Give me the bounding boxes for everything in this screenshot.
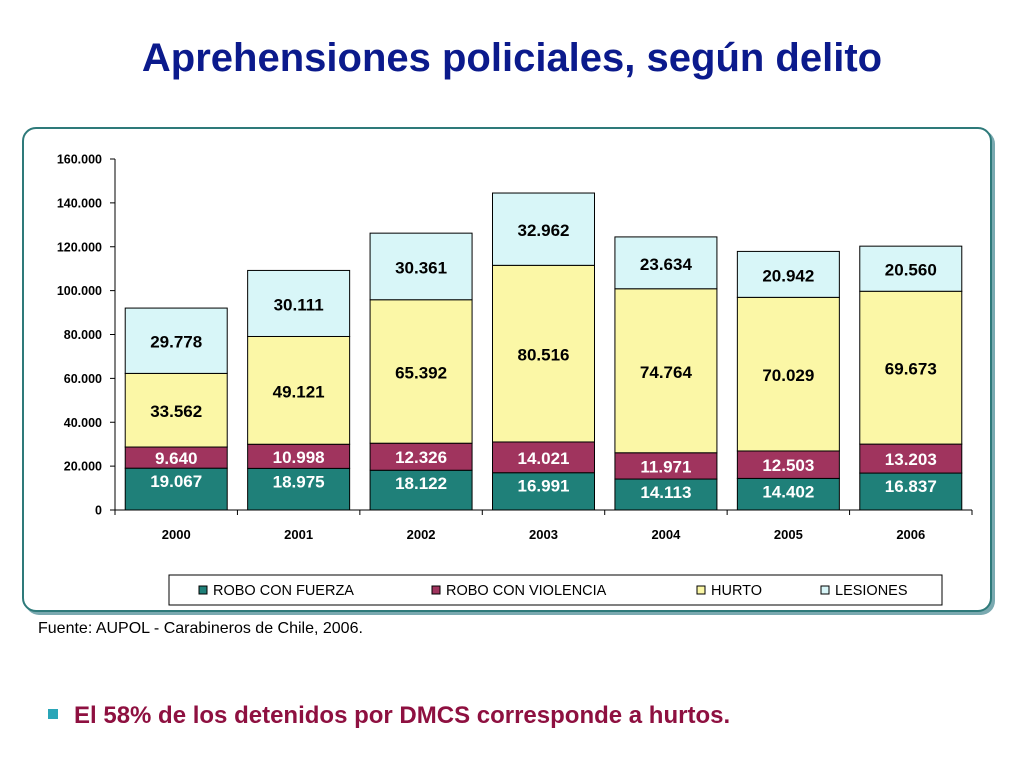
data-label: 70.029 <box>762 366 814 385</box>
data-label: 65.392 <box>395 363 447 382</box>
x-tick-label: 2004 <box>651 527 681 542</box>
x-tick-label: 2002 <box>407 527 436 542</box>
y-tick-label: 100.000 <box>57 284 102 298</box>
data-label: 20.942 <box>762 266 814 285</box>
bar-segment <box>736 477 840 511</box>
data-label: 14.113 <box>640 483 691 502</box>
data-label: 74.764 <box>640 363 693 382</box>
bar-segment <box>492 472 595 511</box>
bar-segment <box>369 232 473 301</box>
data-label: 30.361 <box>395 258 447 277</box>
bar-segment <box>369 299 473 444</box>
y-tick-label: 40.000 <box>64 416 102 430</box>
y-tick-label: 80.000 <box>64 328 102 342</box>
legend-label: ROBO CON VIOLENCIA <box>446 583 607 599</box>
data-label: 10.998 <box>273 448 325 467</box>
x-tick-label: 2001 <box>284 527 313 542</box>
data-label: 18.122 <box>395 474 447 493</box>
y-tick-label: 20.000 <box>64 460 102 474</box>
legend-swatch <box>198 585 208 595</box>
data-label: 12.503 <box>762 456 814 475</box>
bar-segment <box>614 452 718 480</box>
bullet-text: El 58% de los detenidos por DMCS corresp… <box>74 702 731 729</box>
data-label: 19.067 <box>150 472 202 491</box>
data-label: 29.778 <box>150 333 202 352</box>
data-label: 9.640 <box>155 449 198 468</box>
bar-segment <box>736 450 840 479</box>
legend-swatch <box>696 585 706 595</box>
chart-frame: 0 20.000 40.000 60.000 80.000 100.000 120.000 1… <box>22 127 992 612</box>
data-label: 14.402 <box>762 482 814 501</box>
data-label: 13.203 <box>885 450 937 469</box>
data-label: 16.991 <box>518 477 570 496</box>
legend-label: LESIONES <box>835 583 908 599</box>
x-tick-label: 2000 <box>162 527 191 542</box>
y-tick-label: 140.000 <box>57 196 102 210</box>
data-label: 69.673 <box>885 360 937 379</box>
legend-label: HURTO <box>711 583 762 599</box>
legend-swatch <box>820 585 830 595</box>
data-label: 11.971 <box>640 457 691 476</box>
data-label: 80.516 <box>518 346 570 365</box>
bar-segment <box>492 441 595 474</box>
data-label: 16.837 <box>885 477 937 496</box>
bar-segment <box>369 442 473 471</box>
data-label: 14.021 <box>518 449 570 468</box>
y-tick-label: 160.000 <box>57 153 102 167</box>
legend-swatch <box>431 585 441 595</box>
data-label: 18.975 <box>273 472 325 491</box>
bar-segment <box>247 443 351 469</box>
bar-segment <box>736 250 840 298</box>
data-label: 23.634 <box>640 255 693 274</box>
bar-segment <box>859 472 963 511</box>
x-tick-label: 2003 <box>529 527 558 542</box>
bar-segment <box>614 288 718 454</box>
data-label: 33.562 <box>150 402 202 421</box>
bullet-point: El 58% de los detenidos por DMCS corresp… <box>48 702 730 730</box>
bar-segment <box>492 264 595 443</box>
bar-segment <box>247 335 351 445</box>
y-tick-label: 120.000 <box>57 240 102 254</box>
stacked-bar-chart: 0 20.000 40.000 60.000 80.000 100.000 120.000 1… <box>57 153 973 606</box>
data-label: 49.121 <box>273 382 325 401</box>
legend-box <box>168 574 943 606</box>
bar-segment <box>492 192 595 266</box>
legend-label: ROBO CON FUERZA <box>213 583 354 599</box>
bar-segment <box>859 290 963 445</box>
data-label: 12.326 <box>395 448 447 467</box>
data-label: 20.560 <box>885 261 937 280</box>
bar-segment <box>614 236 718 290</box>
slide-title: Aprehensiones policiales, según delito <box>141 36 883 80</box>
bar-segment <box>614 478 718 511</box>
bar-segment <box>247 269 351 337</box>
x-tick-label: 2006 <box>896 527 925 542</box>
y-tick-label: 0 <box>95 504 102 518</box>
bar-segment <box>124 307 228 374</box>
bar-segment <box>124 372 228 448</box>
bar-segment <box>859 443 963 474</box>
bar-segment <box>859 245 963 292</box>
x-tick-label: 2005 <box>774 527 803 542</box>
bar-segment <box>736 296 840 452</box>
data-label: 32.962 <box>518 221 570 240</box>
data-label: 30.111 <box>274 295 324 314</box>
square-bullet-icon <box>48 708 58 719</box>
source-note: Fuente: AUPOL - Carabineros de Chile, 20… <box>38 620 363 637</box>
y-tick-label: 60.000 <box>64 372 102 386</box>
